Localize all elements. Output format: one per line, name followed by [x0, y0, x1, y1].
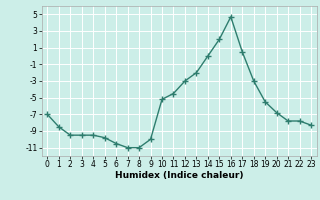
- X-axis label: Humidex (Indice chaleur): Humidex (Indice chaleur): [115, 171, 244, 180]
